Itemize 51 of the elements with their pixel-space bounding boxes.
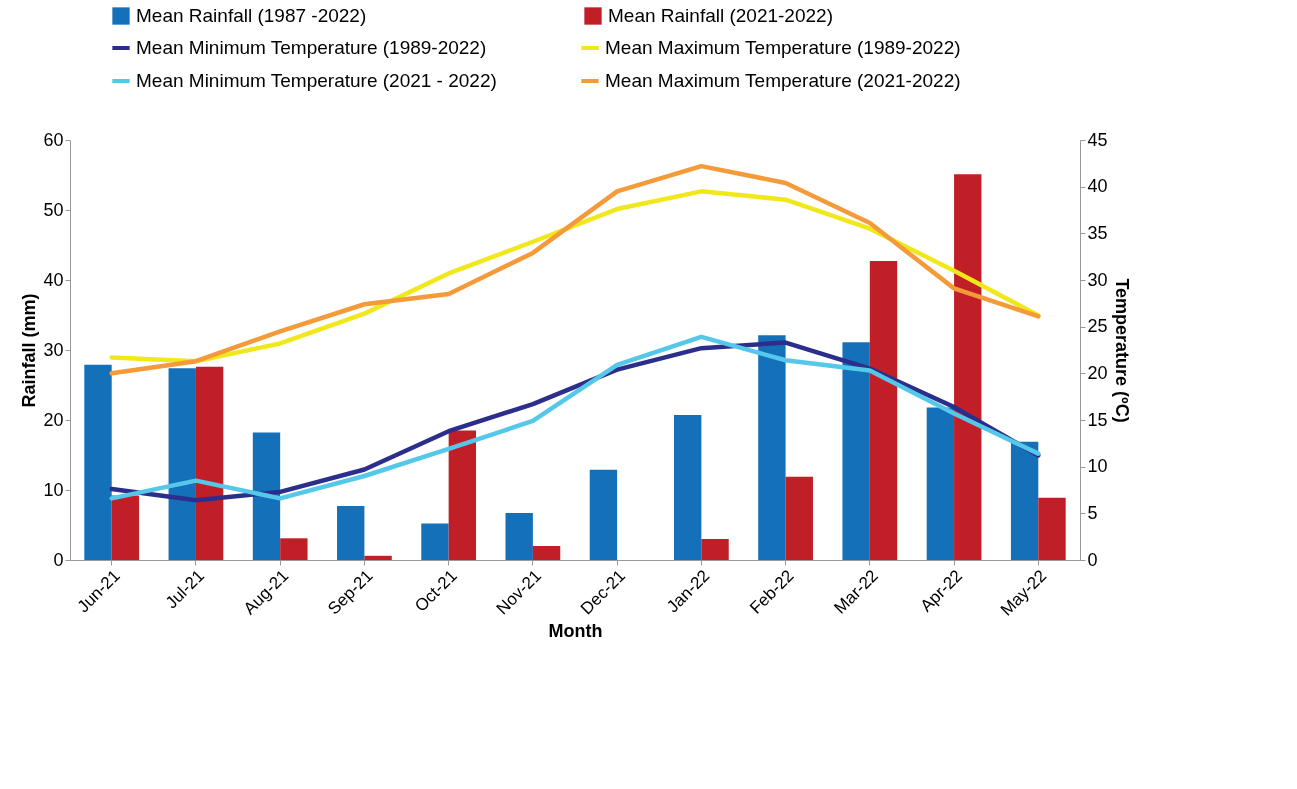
bar <box>280 538 308 560</box>
y-tick-label: 60 <box>43 129 64 150</box>
bar <box>505 513 533 560</box>
bar <box>168 368 196 560</box>
bar <box>869 261 898 560</box>
y-tick-label: 30 <box>43 339 64 360</box>
y2-axis-title: Temperature (ºC) <box>1111 278 1132 423</box>
bar <box>842 342 870 560</box>
bar <box>701 539 729 560</box>
y2-tick-label: 25 <box>1087 316 1108 337</box>
line-series <box>109 163 1041 376</box>
bar <box>926 407 955 560</box>
bar <box>758 335 786 560</box>
line-series <box>109 189 1041 364</box>
bar <box>252 432 281 560</box>
bar <box>448 430 477 560</box>
y-axis-title: Rainfall (mm) <box>19 293 40 408</box>
legend-label: Mean Rainfall (1987 -2022) <box>136 5 367 26</box>
bar <box>364 555 392 560</box>
legend-label: Mean Maximum Temperature (1989-2022) <box>605 37 961 58</box>
bar <box>421 523 449 560</box>
y-tick-label: 50 <box>43 199 64 220</box>
bar <box>673 415 702 560</box>
y-tick-label: 0 <box>53 549 64 570</box>
bar <box>337 506 365 560</box>
y2-tick-label: 40 <box>1087 176 1108 197</box>
bar <box>111 495 140 560</box>
y2-tick-label: 15 <box>1087 409 1108 430</box>
x-axis-title: Month <box>548 620 603 641</box>
bar <box>1010 441 1039 560</box>
legend-label: Mean Rainfall (2021-2022) <box>608 5 833 26</box>
y2-tick-label: 45 <box>1087 129 1108 150</box>
y2-tick-label: 30 <box>1087 269 1108 290</box>
bar <box>84 364 112 560</box>
bar <box>1038 497 1066 560</box>
legend-label: Mean Minimum Temperature (1989-2022) <box>136 37 487 58</box>
y-tick-label: 10 <box>43 479 64 500</box>
y2-tick-label: 10 <box>1087 456 1108 477</box>
bar <box>954 174 982 560</box>
bar <box>785 476 813 560</box>
y2-tick-label: 5 <box>1087 502 1098 523</box>
bar <box>532 546 561 560</box>
y2-tick-label: 20 <box>1087 362 1108 383</box>
bar <box>589 469 618 560</box>
y-tick-label: 40 <box>43 269 64 290</box>
y2-tick-label: 0 <box>1087 549 1098 570</box>
y-tick-label: 20 <box>43 409 64 430</box>
legend-label: Mean Maximum Temperature (2021-2022) <box>605 70 961 91</box>
legend-label: Mean Minimum Temperature (2021 - 2022) <box>136 70 497 91</box>
y2-tick-label: 35 <box>1087 222 1108 243</box>
bar <box>195 366 224 560</box>
